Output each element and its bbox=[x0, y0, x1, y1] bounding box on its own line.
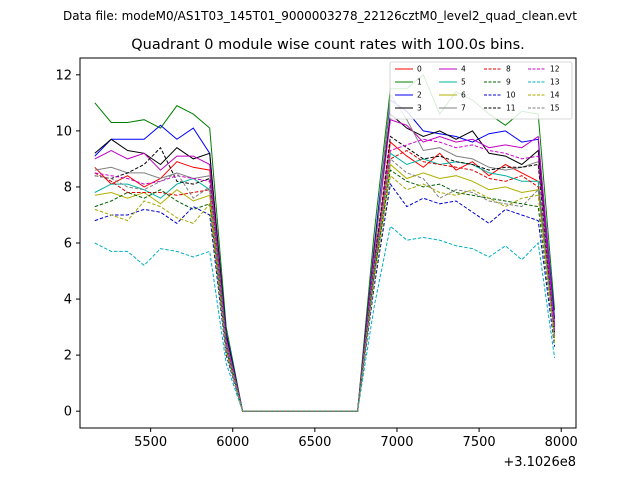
x-tick-label: 6500 bbox=[298, 435, 331, 450]
legend-label-5: 5 bbox=[461, 78, 466, 87]
series-line-8 bbox=[94, 149, 556, 412]
legend-label-8: 8 bbox=[506, 65, 511, 74]
legend-label-4: 4 bbox=[461, 65, 466, 74]
legend-label-9: 9 bbox=[506, 78, 511, 87]
series-line-11 bbox=[94, 135, 556, 412]
figure-suptitle: Data file: modeM0/AS1T03_145T01_90000032… bbox=[63, 9, 577, 23]
plot-frame bbox=[79, 57, 577, 429]
x-tick-label: 7500 bbox=[463, 435, 496, 450]
y-tick-label: 8 bbox=[64, 180, 72, 195]
legend-label-14: 14 bbox=[550, 91, 560, 100]
legend-label-1: 1 bbox=[417, 78, 422, 87]
legend-label-7: 7 bbox=[461, 104, 466, 113]
legend-label-11: 11 bbox=[506, 104, 516, 113]
legend-label-0: 0 bbox=[417, 65, 422, 74]
legend-label-6: 6 bbox=[461, 91, 466, 100]
y-tick-label: 12 bbox=[55, 68, 72, 83]
y-tick-label: 2 bbox=[64, 349, 72, 364]
legend-label-3: 3 bbox=[417, 104, 422, 113]
x-offset-label: +3.1026e8 bbox=[503, 455, 576, 470]
x-tick-label: 8000 bbox=[545, 435, 578, 450]
legend-label-10: 10 bbox=[506, 91, 516, 100]
y-tick-label: 6 bbox=[64, 237, 72, 252]
series-layer bbox=[94, 73, 556, 412]
legend-box bbox=[389, 61, 573, 120]
y-tick-label: 10 bbox=[55, 124, 72, 139]
legend-label-12: 12 bbox=[550, 65, 560, 74]
x-tick-label: 6000 bbox=[216, 435, 249, 450]
series-line-15 bbox=[94, 157, 556, 412]
y-tick-label: 4 bbox=[64, 293, 72, 308]
plot-area bbox=[80, 58, 576, 428]
legend-label-2: 2 bbox=[417, 91, 422, 100]
legend-label-15: 15 bbox=[550, 104, 560, 113]
legend-label-13: 13 bbox=[550, 78, 560, 87]
chart-title: Quadrant 0 module wise count rates with … bbox=[131, 37, 525, 53]
x-tick-label: 5500 bbox=[134, 435, 167, 450]
series-line-14 bbox=[94, 174, 556, 412]
x-tick-label: 7000 bbox=[380, 435, 413, 450]
y-tick-label: 0 bbox=[64, 405, 72, 420]
